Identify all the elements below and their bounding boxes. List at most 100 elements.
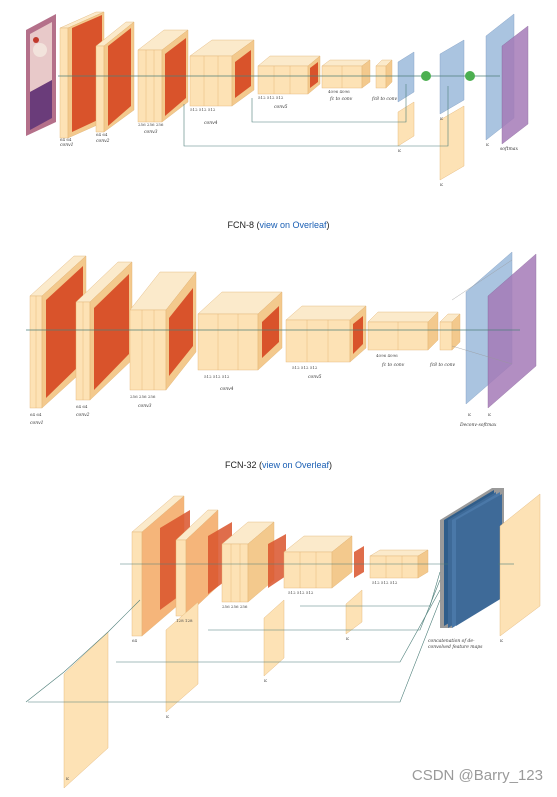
fcn32-fc-label: fc to conv: [381, 362, 405, 368]
concat-svg: 64 128 128 256 256 256 512 512 512 512 5…: [25, 488, 541, 789]
concat-conv4-depth: 512 512 512: [288, 590, 314, 595]
concat-output-block: [499, 493, 541, 637]
concat-conv5-depth: 512 512 512: [372, 580, 398, 585]
fcn8-conv1-label: conv1: [60, 142, 74, 148]
fcn8-overleaf-link[interactable]: view on Overleaf: [259, 220, 327, 230]
fcn8-skip-block-pool4: [397, 101, 415, 147]
input-image: [26, 14, 56, 136]
fcn32-k-label-1: K: [468, 412, 472, 417]
fcn8-fc-depth: 4096 4096: [328, 89, 350, 94]
concat-skip-line-4: [208, 579, 441, 631]
concat-conv3-depth: 256 256 256: [222, 604, 248, 609]
fcn8-deconv-blue-2: [439, 39, 465, 115]
fcn32-deconv-softmax-label: Deconv-softmax: [459, 422, 497, 428]
fcn32-conv1-block: [29, 255, 87, 409]
fcn32-projection-line-2: [451, 345, 513, 365]
concat-conv1-depth: 64: [132, 638, 138, 643]
fcn32-caption-name: FCN-32: [224, 460, 257, 470]
fcn32-conv2-depth: 64 64: [76, 404, 88, 409]
fcn8-conv5-depth: 512 512 512: [258, 95, 284, 100]
fcn32-caption: FCN-32 (view on Overleaf): [224, 460, 333, 470]
fcn32-overleaf-link[interactable]: view on Overleaf: [261, 460, 330, 470]
fcn8-output-purple: [501, 25, 529, 145]
fcn8-fc-block: [321, 59, 371, 89]
fcn32-conv1-label: conv1: [30, 420, 44, 426]
csdn-watermark: CSDN @Barry_123: [411, 767, 543, 784]
fcn32-conv3-label: conv3: [138, 403, 152, 409]
concat-skip-line-2: [28, 599, 441, 703]
fcn32-svg: 64 64 conv1 64 64 conv2 256 256 256 conv…: [26, 251, 537, 428]
concat-skip-block-mid: [165, 601, 199, 713]
fcn32-fc-block: [367, 311, 439, 351]
fcn32-conv2-block: [75, 261, 133, 401]
fcn8-fc-label: fc to conv: [329, 96, 353, 102]
fcn8-conv1-depth: 64 64: [60, 137, 72, 142]
concat-conv4-block: [283, 535, 364, 589]
fcn8-conv4-depth: 512 512 512: [190, 107, 216, 112]
fcn8-skip-line-1: [251, 84, 407, 123]
fcn32-diagram: 64 64 conv1 64 64 conv2 256 256 256 conv…: [0, 240, 557, 440]
fcn32-fc8-block: [439, 313, 461, 351]
fcn32-conv4-block: [197, 291, 283, 371]
concat-diagram: 64 128 128 256 256 256 512 512 512 512 5…: [0, 480, 557, 792]
fcn8-conv4-block: [189, 39, 255, 107]
fcn8-conv3-label: conv3: [144, 129, 158, 135]
fcn32-output-purple: [487, 253, 537, 409]
fcn32-conv4-depth: 512 512 512: [204, 374, 230, 379]
fcn8-sum-node-2: [465, 71, 475, 81]
fcn32-projection-line-1: [451, 259, 513, 301]
concat-stack-note-2: convolved feature maps: [428, 644, 483, 650]
fcn8-softmax-label: softmax: [500, 146, 518, 152]
fcn32-conv5-depth: 512 512 512: [292, 365, 318, 370]
fcn8-fc8-block: [375, 59, 393, 89]
fcn8-caption: FCN-8 (view on Overleaf): [227, 220, 330, 230]
concat-k-label-2: K: [166, 714, 170, 719]
fcn32-conv4-label: conv4: [220, 386, 234, 392]
fcn8-k-label-2: K: [440, 182, 444, 187]
fcn8-conv3-block: [137, 29, 189, 123]
fcn8-skip-line-2: [183, 86, 449, 147]
concat-skip-block-large: [63, 631, 109, 789]
fcn8-k-label-3: K: [440, 116, 444, 121]
concat-skip-block-small: [263, 599, 285, 677]
fcn8-conv5-label: conv5: [274, 104, 288, 110]
concat-skip-block-tiny: [345, 589, 363, 635]
fcn8-k-label-4: K: [486, 142, 490, 147]
fcn8-diagram: conv1 64 64 64 64 conv2 256 256 256 conv…: [0, 0, 557, 210]
fcn8-conv5-block: [257, 55, 321, 95]
fcn8-fc8-label: fc8 to conv: [371, 96, 398, 102]
fcn8-conv3-depth: 256 256 256: [138, 122, 164, 127]
concat-k-label-3: K: [264, 678, 268, 683]
fcn8-conv2-depth: 64 64: [96, 132, 108, 137]
concat-conv2-depth: 128 128: [176, 618, 193, 623]
fcn8-svg: conv1 64 64 64 64 conv2 256 256 256 conv…: [26, 11, 529, 187]
fcn32-conv5-block: [285, 305, 367, 363]
fcn32-conv3-block: [129, 271, 197, 391]
fcn8-k-label-1: K: [398, 148, 402, 153]
fcn8-conv2-label: conv2: [96, 138, 110, 144]
fcn8-skip-block-pool3: [439, 105, 465, 181]
concat-skip-line-5: [300, 571, 441, 607]
fcn8-sum-node-1: [421, 71, 431, 81]
concat-skip-line-3: [116, 589, 441, 663]
concat-k-label-4: K: [346, 636, 350, 641]
fcn32-conv2-label: conv2: [76, 412, 90, 418]
concat-k-label-5: K: [500, 638, 504, 643]
fcn32-fc-depth: 4096 4096: [376, 353, 398, 358]
concat-stack-note-1: concatenation of de-: [428, 638, 475, 644]
fcn8-conv2-block: [95, 21, 135, 133]
fcn32-conv1-depth: 64 64: [30, 412, 42, 417]
fcn8-conv1-block: [59, 11, 105, 139]
concat-deconv-stack: [440, 488, 504, 628]
fcn32-k-label-2: K: [488, 412, 492, 417]
fcn32-conv3-depth: 256 256 256: [130, 394, 156, 399]
fcn32-fc8-label: fc8 to conv: [429, 362, 456, 368]
fcn8-deconv-blue-1: [397, 51, 415, 103]
concat-skip-line-1: [25, 599, 141, 703]
concat-k-label-1: K: [66, 776, 70, 781]
fcn8-caption-name: FCN-8: [227, 220, 254, 230]
fcn8-conv4-label: conv4: [204, 120, 218, 126]
concat-conv2-block: [175, 509, 232, 617]
concat-conv3-block: [221, 521, 286, 603]
fcn32-conv5-label: conv5: [308, 374, 322, 380]
